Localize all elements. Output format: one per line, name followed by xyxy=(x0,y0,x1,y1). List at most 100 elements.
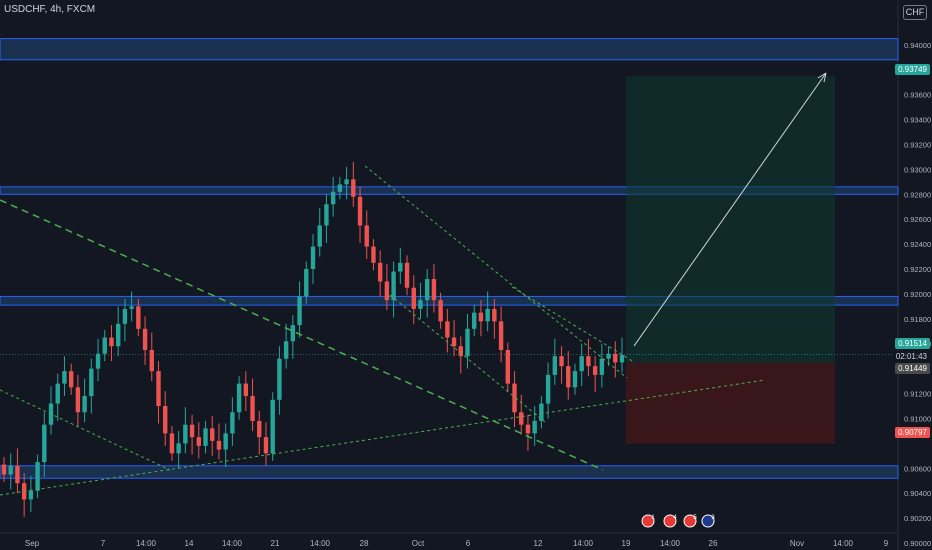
candle-body xyxy=(519,412,524,425)
x-tick-label: 14:00 xyxy=(136,539,157,548)
candle-body xyxy=(257,420,262,438)
x-tick-label: 21 xyxy=(271,539,280,548)
x-tick-label: 28 xyxy=(360,539,369,548)
candle-body xyxy=(445,321,450,338)
stop-price-badge: 0.90797 xyxy=(895,427,930,438)
candle-body xyxy=(539,403,544,421)
candle-body xyxy=(398,262,403,272)
candle-body xyxy=(263,437,269,454)
candle-body xyxy=(404,262,410,288)
stop-area xyxy=(626,362,835,444)
candle-body xyxy=(317,225,322,247)
candle-body xyxy=(1,464,7,475)
candle-body xyxy=(525,424,531,434)
candle-body xyxy=(492,308,497,322)
candle-body xyxy=(55,383,60,404)
candle-body xyxy=(613,353,618,363)
y-tick-label: 0.92600 xyxy=(904,215,931,224)
candle-body xyxy=(344,179,349,185)
flag-ch-icon xyxy=(663,514,677,528)
candle-body xyxy=(136,306,141,329)
candle-body xyxy=(216,440,222,450)
x-tick-label: 12 xyxy=(534,539,543,548)
candle-body xyxy=(377,262,383,282)
resistance-zone xyxy=(0,465,899,479)
event-count: 3 xyxy=(711,515,715,521)
y-tick-label: 0.93000 xyxy=(904,165,931,174)
flag-us-icon xyxy=(701,514,715,528)
y-tick-label: 0.90400 xyxy=(904,489,931,498)
candle-body xyxy=(270,399,275,454)
candle-body xyxy=(35,462,40,491)
candle-body xyxy=(485,308,490,322)
candle-body xyxy=(391,271,396,301)
candle-body xyxy=(142,328,148,350)
candle-body xyxy=(592,366,598,375)
candle-body xyxy=(418,300,423,309)
candle-body xyxy=(458,346,463,357)
candle-body xyxy=(15,465,20,484)
x-tick-label: 14 xyxy=(185,539,194,548)
resistance-zone xyxy=(0,38,899,61)
candle-body xyxy=(149,349,154,372)
target-area xyxy=(626,76,835,363)
currency-button[interactable]: CHF xyxy=(903,5,927,20)
candle-body xyxy=(169,433,175,454)
candle-body xyxy=(337,184,343,192)
x-tick-label: 19 xyxy=(622,539,631,548)
candle-body xyxy=(586,356,591,367)
candle-body xyxy=(183,424,188,444)
candle-body xyxy=(203,428,208,446)
candle-body xyxy=(472,312,477,329)
y-tick-label: 0.91000 xyxy=(904,414,931,423)
candle-body xyxy=(82,396,87,413)
candle-body xyxy=(196,437,202,446)
candle-body xyxy=(176,443,181,454)
x-tick-label: Oct xyxy=(412,539,425,548)
candle-body xyxy=(230,412,235,434)
candle-body xyxy=(42,424,47,463)
y-tick-label: 0.92800 xyxy=(904,190,931,199)
candle-body xyxy=(8,465,13,475)
candle-body xyxy=(115,323,121,347)
candle-body xyxy=(411,287,416,309)
candle-body xyxy=(290,325,296,342)
x-tick-label: 26 xyxy=(709,539,718,548)
y-tick-label: 0.90600 xyxy=(904,464,931,473)
candle-body xyxy=(566,366,571,388)
candle-body xyxy=(424,278,430,301)
y-tick-label: 0.93600 xyxy=(904,91,931,100)
trend-line xyxy=(0,199,604,471)
trend-line xyxy=(0,379,766,496)
candle-body xyxy=(364,225,369,247)
candle-body xyxy=(505,349,511,384)
candle-body xyxy=(304,269,309,297)
candle-body xyxy=(223,433,228,450)
trend-line xyxy=(0,389,171,471)
arrow-head xyxy=(817,72,827,83)
y-tick-label: 0.92000 xyxy=(904,290,931,299)
candle-body xyxy=(532,420,537,434)
y-tick-label: 0.91800 xyxy=(904,315,931,324)
x-tick-label: 14:00 xyxy=(310,539,331,548)
candle-body xyxy=(250,396,255,421)
candle-body xyxy=(75,387,81,413)
candle-body xyxy=(236,383,242,413)
event-count: 4 xyxy=(673,515,677,521)
candle-body xyxy=(619,354,625,363)
candle-body xyxy=(89,368,94,397)
trend-line xyxy=(364,165,628,379)
x-tick-label: 6 xyxy=(466,539,471,548)
candle-body xyxy=(579,356,584,372)
flag-ch-icon xyxy=(683,514,697,528)
candle-body xyxy=(122,308,128,324)
y-tick-label: 0.94000 xyxy=(904,41,931,50)
candle-body xyxy=(297,296,302,326)
candle-body xyxy=(599,358,605,375)
candle-body xyxy=(283,341,289,359)
countdown-badge: 02:01:43 xyxy=(892,351,930,362)
y-tick-label: 0.92400 xyxy=(904,240,931,249)
candle-body xyxy=(210,428,215,441)
candle-body xyxy=(330,191,336,205)
